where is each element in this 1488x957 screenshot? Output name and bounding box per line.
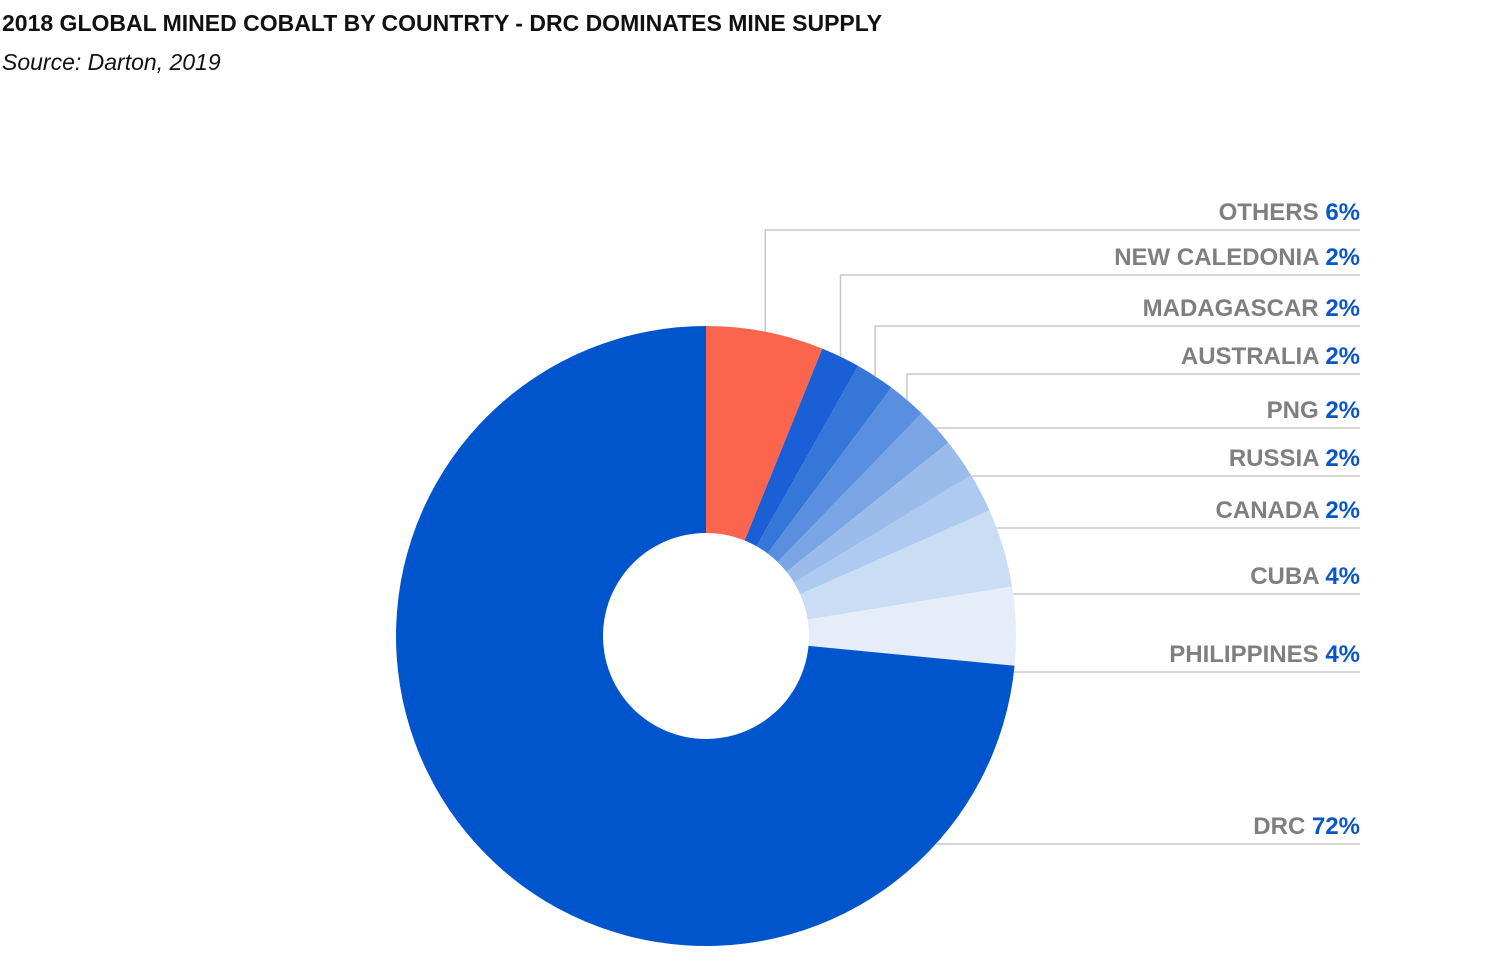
- value-label: 2%: [1325, 295, 1360, 322]
- chart-subtitle: Source: Darton, 2019: [2, 49, 221, 75]
- category-label: PHILIPPINES: [1169, 641, 1318, 668]
- slice: [706, 326, 823, 541]
- category-label: DRC: [1253, 813, 1305, 840]
- value-label: 2%: [1325, 445, 1360, 472]
- slice: [807, 586, 1016, 666]
- value-label: 2%: [1325, 497, 1360, 524]
- chart-title: 2018 GLOBAL MINED COBALT BY COUNTRTY - D…: [2, 10, 882, 36]
- category-label: PNG: [1267, 397, 1319, 424]
- slice-label: NEW CALEDONIA 2%: [1114, 244, 1360, 271]
- slice: [767, 387, 922, 563]
- slice: [756, 365, 892, 554]
- value-label: 4%: [1325, 563, 1360, 590]
- value-label: 2%: [1325, 343, 1360, 370]
- category-label: RUSSIA: [1229, 445, 1319, 472]
- category-label: MADAGASCAR: [1143, 295, 1319, 322]
- value-label: 6%: [1325, 199, 1360, 226]
- slice: [744, 348, 859, 547]
- leader-line: [764, 229, 1360, 332]
- slice-label: CANADA 2%: [1216, 497, 1360, 524]
- slice: [786, 442, 972, 583]
- category-label: AUSTRALIA: [1181, 343, 1319, 370]
- slice: [794, 475, 990, 595]
- value-label: 4%: [1325, 641, 1360, 668]
- slice-label: PNG 2%: [1267, 397, 1360, 424]
- slice-label: MADAGASCAR 2%: [1143, 295, 1360, 322]
- leader-line: [839, 274, 1360, 357]
- leader-line: [874, 325, 1360, 377]
- leader-line: [906, 373, 1360, 400]
- category-label: CANADA: [1216, 497, 1320, 524]
- slice-label: RUSSIA 2%: [1229, 445, 1360, 472]
- slice-label: PHILIPPINES 4%: [1169, 641, 1360, 668]
- slice: [800, 510, 1013, 620]
- slice: [777, 413, 949, 572]
- slice-label: CUBA 4%: [1250, 563, 1360, 590]
- category-label: CUBA: [1250, 563, 1319, 590]
- value-label: 72%: [1312, 813, 1360, 840]
- value-label: 2%: [1325, 397, 1360, 424]
- slice: [395, 326, 1015, 946]
- slice-label: DRC 72%: [1253, 813, 1360, 840]
- category-label: NEW CALEDONIA: [1114, 244, 1319, 271]
- value-label: 2%: [1325, 244, 1360, 271]
- category-label: OTHERS: [1219, 199, 1319, 226]
- slice-label: AUSTRALIA 2%: [1181, 343, 1360, 370]
- slice-label: OTHERS 6%: [1219, 199, 1360, 226]
